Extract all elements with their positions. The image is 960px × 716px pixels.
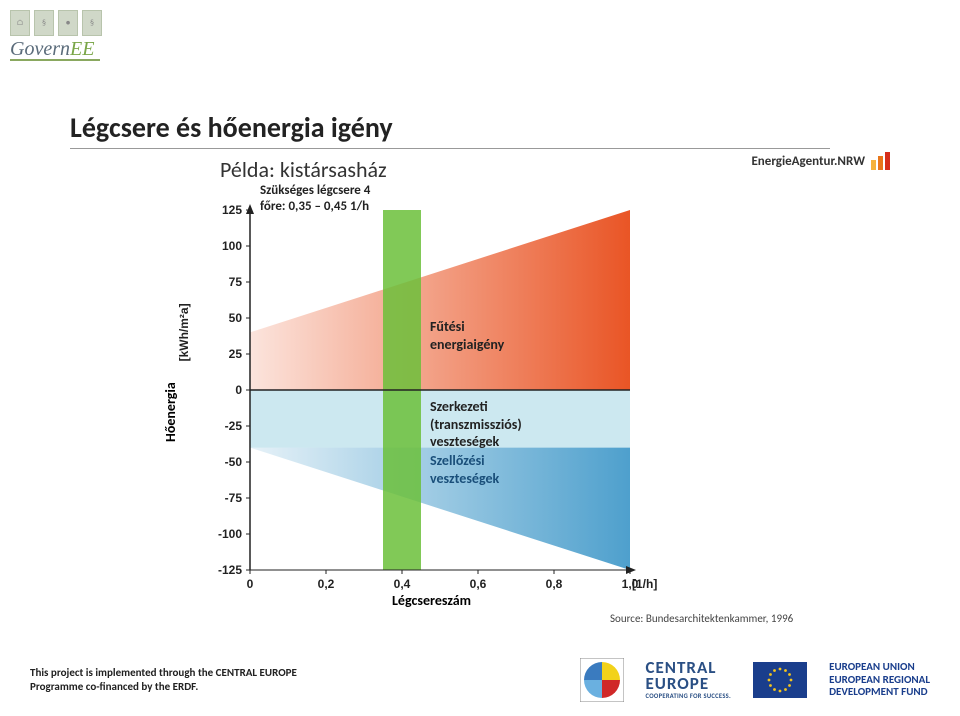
eu-text-l1: EUROPEAN UNION: [829, 661, 930, 674]
slide: ⌂ § ● § GovernEE Légcsere és hőenergia i…: [0, 0, 960, 716]
svg-text:100: 100: [222, 239, 242, 253]
footer: This project is implemented through the …: [30, 658, 930, 702]
footer-logos: CENTRAL EUROPE COOPERATING FOR SUCCESS. …: [580, 658, 931, 702]
y-axis-label: Hőenergia: [162, 382, 179, 442]
interreg-logo-icon: [580, 658, 624, 702]
eu-text-l3: DEVELOPMENT FUND: [829, 686, 930, 699]
logo-box-icon: ⌂: [10, 10, 30, 36]
logo-box-icon: ●: [58, 10, 78, 36]
energieagentur-logo: EnergieAgentur.NRW: [751, 152, 890, 170]
footer-text: This project is implemented through the …: [30, 666, 297, 695]
x-axis-label: Légcsereszám: [392, 592, 471, 609]
svg-text:[kWh/m²a]: [kWh/m²a]: [177, 303, 191, 361]
svg-text:0,4: 0,4: [394, 577, 411, 591]
svg-text:-75: -75: [225, 491, 243, 505]
central-europe-logo: CENTRAL EUROPE COOPERATING FOR SUCCESS.: [646, 660, 732, 700]
heating-demand-label: Fűtésienergiaigény: [430, 318, 504, 353]
svg-text:[1/h]: [1/h]: [632, 577, 657, 591]
svg-text:-100: -100: [218, 527, 242, 541]
central-europe-title: CENTRAL EUROPE: [646, 660, 732, 692]
title-underline: [70, 148, 830, 149]
central-europe-tagline: COOPERATING FOR SUCCESS.: [646, 692, 732, 700]
svg-text:0: 0: [235, 383, 242, 397]
svg-text:-25: -25: [225, 419, 243, 433]
chart-source: Source: Bundesarchitektenkammer, 1996: [610, 612, 793, 625]
footer-line2: Programme co-financed by the ERDF.: [30, 680, 297, 694]
eu-text: EUROPEAN UNION EUROPEAN REGIONAL DEVELOP…: [829, 661, 930, 699]
svg-text:0,2: 0,2: [318, 577, 335, 591]
energieagentur-text: EnergieAgentur.NRW: [751, 154, 865, 169]
svg-text:-50: -50: [225, 455, 243, 469]
logo-box-icon: §: [34, 10, 54, 36]
eu-flag-icon: [753, 662, 807, 698]
svg-text:25: 25: [229, 347, 243, 361]
footer-line1: This project is implemented through the …: [30, 666, 297, 680]
svg-text:0,6: 0,6: [470, 577, 487, 591]
energieagentur-bars-icon: [871, 152, 890, 170]
logo-box-icon: §: [82, 10, 102, 36]
svg-text:-125: -125: [218, 563, 242, 577]
governee-logo: ⌂ § ● § GovernEE: [10, 10, 102, 61]
governee-logo-text: GovernEE: [10, 38, 102, 61]
ventilation-losses-label: Szellőzésiveszteségek: [430, 452, 499, 487]
page-title: Légcsere és hőenergia igény: [70, 110, 393, 145]
svg-text:0,8: 0,8: [546, 577, 563, 591]
svg-text:125: 125: [222, 203, 242, 217]
svg-text:75: 75: [229, 275, 243, 289]
svg-text:0: 0: [247, 577, 254, 591]
governee-logo-boxes: ⌂ § ● §: [10, 10, 102, 36]
structural-losses-label: Szerkezeti(transzmissziós)veszteségek: [430, 398, 522, 451]
svg-text:50: 50: [229, 311, 243, 325]
page-subtitle: Példa: kistársasház: [220, 156, 387, 183]
